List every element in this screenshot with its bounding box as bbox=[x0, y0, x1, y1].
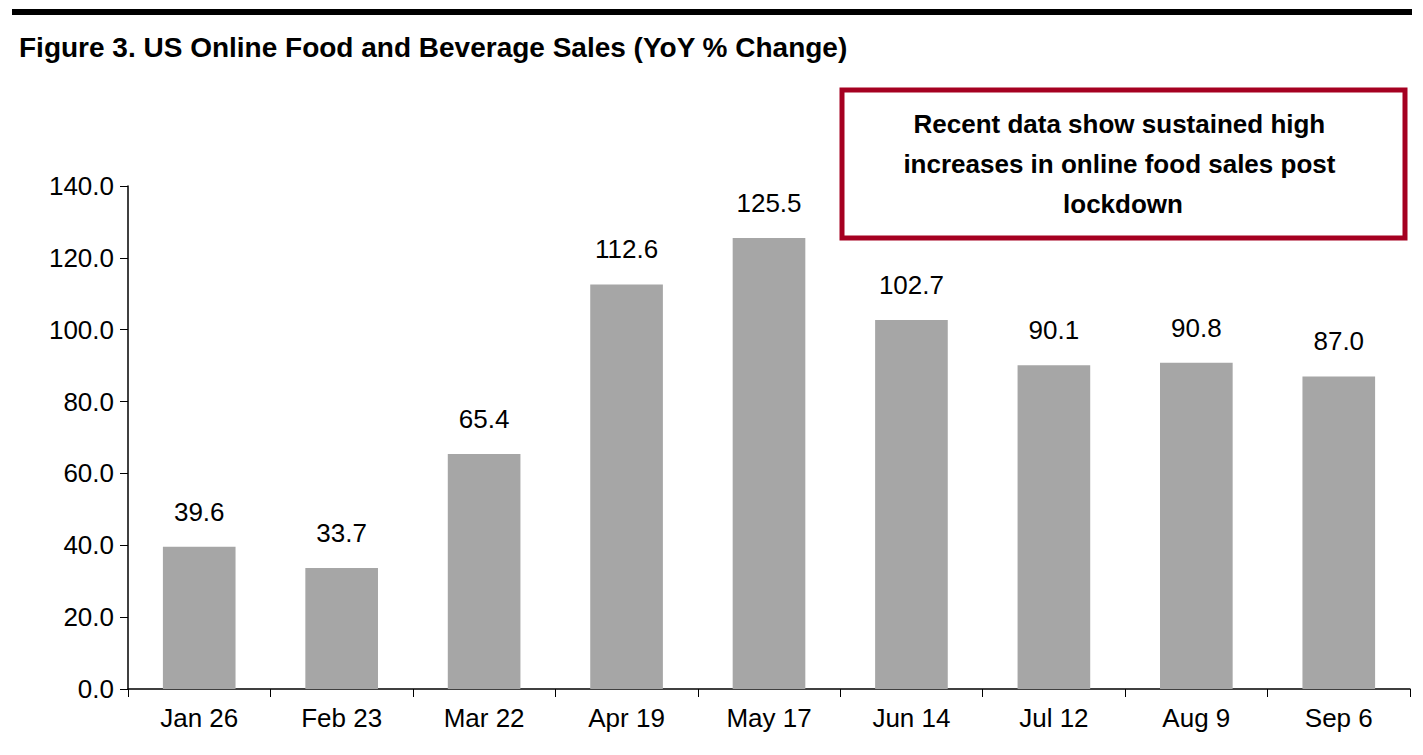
svg-text:Apr 19: Apr 19 bbox=[588, 703, 665, 733]
svg-text:40.0: 40.0 bbox=[63, 530, 114, 560]
svg-text:Aug 9: Aug 9 bbox=[1162, 703, 1230, 733]
svg-text:Jun 14: Jun 14 bbox=[872, 703, 950, 733]
svg-text:102.7: 102.7 bbox=[879, 270, 944, 300]
svg-text:100.0: 100.0 bbox=[49, 315, 114, 345]
svg-text:increases in online food sales: increases in online food sales post bbox=[903, 149, 1342, 179]
svg-text:Sep 6: Sep 6 bbox=[1305, 703, 1373, 733]
svg-text:87.0: 87.0 bbox=[1313, 326, 1364, 356]
svg-text:May 17: May 17 bbox=[726, 703, 811, 733]
svg-text:140.0: 140.0 bbox=[49, 171, 114, 201]
svg-text:60.0: 60.0 bbox=[63, 458, 114, 488]
svg-text:20.0: 20.0 bbox=[63, 602, 114, 632]
svg-text:Jan 26: Jan 26 bbox=[160, 703, 238, 733]
svg-text:lockdown: lockdown bbox=[1063, 189, 1183, 219]
svg-text:Jul 12: Jul 12 bbox=[1019, 703, 1088, 733]
svg-text:112.6: 112.6 bbox=[595, 234, 658, 264]
svg-text:65.4: 65.4 bbox=[459, 404, 510, 434]
svg-text:Recent data show sustained hig: Recent data show sustained high bbox=[914, 109, 1333, 139]
svg-text:90.8: 90.8 bbox=[1171, 313, 1222, 343]
svg-text:120.0: 120.0 bbox=[49, 243, 114, 273]
svg-text:125.5: 125.5 bbox=[736, 188, 801, 218]
svg-text:0.0: 0.0 bbox=[78, 674, 114, 704]
svg-text:39.6: 39.6 bbox=[174, 497, 225, 527]
svg-text:Feb 23: Feb 23 bbox=[301, 703, 382, 733]
svg-text:90.1: 90.1 bbox=[1029, 315, 1080, 345]
svg-text:33.7: 33.7 bbox=[316, 518, 367, 548]
svg-text:80.0: 80.0 bbox=[63, 387, 114, 417]
svg-text:Mar 22: Mar 22 bbox=[444, 703, 525, 733]
svg-text:Figure 3. US Online Food and B: Figure 3. US Online Food and Beverage Sa… bbox=[19, 32, 847, 63]
